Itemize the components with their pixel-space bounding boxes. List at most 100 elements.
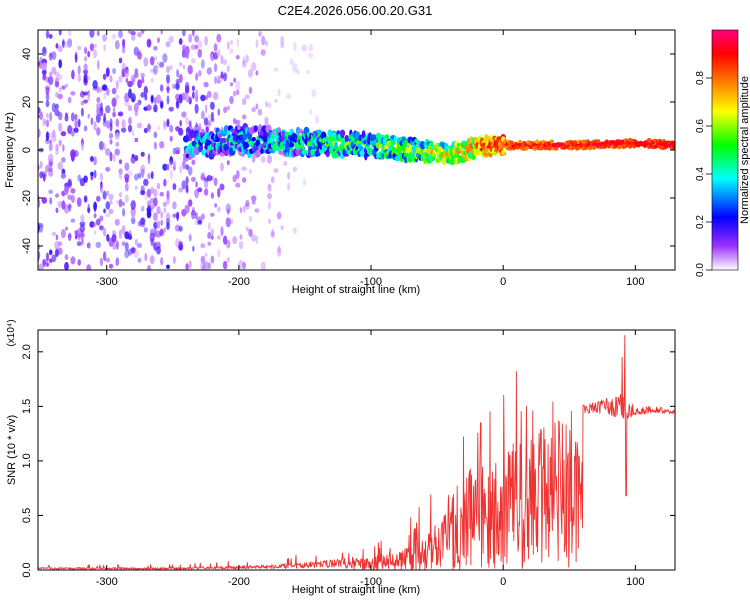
spectrogram-noise-cell (172, 213, 177, 218)
y-tick-label: 0.5 (21, 508, 33, 523)
spectrogram-noise-cell (289, 58, 294, 66)
spectrogram-noise-cell (150, 95, 154, 103)
spectrogram-noise-cell (103, 251, 107, 261)
spectrogram-noise-cell (153, 65, 158, 75)
spectrogram-noise-cell (97, 106, 100, 115)
spectrogram-noise-cell (80, 235, 84, 246)
spectrogram-noise-cell (77, 45, 82, 51)
spectrogram-noise-cell (122, 208, 126, 217)
spectrogram-noise-cell (93, 201, 97, 211)
spectrogram-noise-cell (244, 202, 250, 210)
spectrogram-noise-cell (204, 95, 208, 101)
spectrogram-noise-cell (296, 69, 300, 75)
spectrogram-noise-cell (190, 44, 196, 50)
spectrogram-noise-cell (80, 142, 84, 152)
spectrogram-noise-cell (96, 218, 101, 226)
spectrogram-noise-cell (115, 141, 120, 147)
spectrogram-noise-cell (268, 218, 271, 224)
spectrogram-noise-cell (165, 212, 171, 220)
x-tick-label: -100 (360, 276, 382, 288)
spectrogram-noise-cell (293, 42, 297, 52)
spectrogram-noise-cell (103, 92, 106, 100)
spectrogram-noise-cell (223, 106, 228, 114)
spectrogram-noise-cell (168, 35, 174, 43)
x-tick-label: 100 (626, 576, 644, 588)
spectrogram-noise-cell (134, 137, 139, 142)
spectrogram-noise-cell (136, 122, 143, 129)
spectrogram-signal-cell (393, 136, 398, 141)
spectrogram-signal-cell (221, 132, 227, 137)
spectrogram-noise-cell (207, 121, 212, 126)
spectrogram-noise-cell (264, 117, 269, 127)
spectrogram-noise-cell (140, 217, 146, 225)
spectrogram-noise-cell (45, 119, 50, 128)
spectrogram-noise-cell (197, 48, 203, 59)
spectrogram-noise-cell (286, 93, 291, 99)
spectrogram-noise-cell (178, 93, 183, 104)
spectrogram-noise-cell (51, 51, 57, 60)
spectrogram-noise-cell (38, 223, 44, 228)
colorbar-tick-label: 0.6 (695, 119, 706, 133)
spectrogram-noise-cell (170, 160, 173, 170)
spectrogram-noise-cell (77, 174, 81, 182)
spectrogram-noise-cell (235, 119, 241, 126)
spectrogram-noise-cell (207, 114, 211, 119)
spectrogram-noise-cell (55, 207, 59, 214)
spectrogram-xlabel: Height of straight line (km) (292, 284, 420, 296)
spectrogram-noise-cell (150, 77, 154, 83)
spectrogram-noise-cell (143, 86, 149, 94)
y-tick-label: -40 (21, 238, 33, 254)
spectrogram-noise-cell (194, 220, 199, 226)
spectrogram-noise-cell (143, 57, 149, 67)
spectrogram-noise-cell (210, 101, 215, 110)
spectrogram-signal-cell (371, 134, 378, 141)
y-tick-label: 2.0 (21, 344, 33, 359)
spectrogram-noise-cell (153, 46, 158, 51)
spectrogram-noise-cell (233, 90, 237, 97)
spectrogram-noise-cell (159, 61, 165, 68)
spectrogram-noise-cell (248, 228, 253, 237)
spectrogram-noise-cell (58, 59, 62, 69)
spectrogram-noise-cell (179, 119, 182, 127)
spectrogram-noise-cell (270, 176, 275, 184)
spectrogram-noise-cell (166, 86, 170, 94)
spectrogram-noise-cell (176, 68, 180, 78)
spectrogram-signal-cell (617, 144, 622, 150)
spectrogram-noise-cell (96, 59, 100, 70)
spectrogram-noise-cell (87, 92, 91, 102)
spectrogram-noise-cell (57, 45, 63, 53)
spectrogram-noise-cell (38, 222, 41, 230)
spectrogram-noise-cell (266, 154, 273, 164)
spectrogram-noise-cell (137, 31, 142, 38)
spectrogram-noise-cell (207, 119, 211, 128)
spectrogram-noise-cell (68, 43, 71, 48)
spectrogram-noise-cell (191, 176, 196, 182)
spectrogram-noise-cell (311, 89, 317, 98)
spectrogram-noise-cell (216, 49, 221, 57)
spectrogram-noise-cell (58, 86, 62, 93)
spectrogram-noise-cell (232, 236, 238, 245)
spectrogram-noise-cell (156, 61, 161, 69)
colorbar: 0.0 0.2 0.4 0.6 0.8 Normalized spectral ampl… (695, 29, 750, 277)
spectrogram-noise-cell (156, 246, 161, 255)
spectrogram-noise-cell (185, 164, 190, 171)
spectrogram-noise-cell (238, 240, 244, 250)
spectrogram-noise-cell (115, 257, 120, 266)
spectrogram-noise-cell (106, 120, 110, 129)
spectrogram-noise-cell (55, 43, 59, 49)
spectrogram-noise-cell (83, 125, 88, 132)
snr-multiplier: (x10⁴) (6, 319, 17, 346)
spectrogram-noise-cell (210, 111, 215, 121)
x-tick-label: -100 (360, 576, 382, 588)
spectrogram-noise-cell (77, 74, 81, 82)
spectrogram-noise-cell (163, 123, 167, 130)
spectrogram-noise-cell (213, 43, 218, 52)
spectrogram-noise-cell (188, 234, 192, 242)
spectrogram-noise-cell (137, 99, 142, 106)
spectrogram-noise-cell (111, 97, 117, 108)
spectrogram-noise-cell (109, 200, 113, 205)
spectrogram-noise-cell (61, 200, 66, 210)
spectrogram-noise-cell (115, 200, 119, 205)
spectrogram-noise-cell (57, 93, 63, 100)
spectrogram-noise-cell (109, 139, 113, 145)
